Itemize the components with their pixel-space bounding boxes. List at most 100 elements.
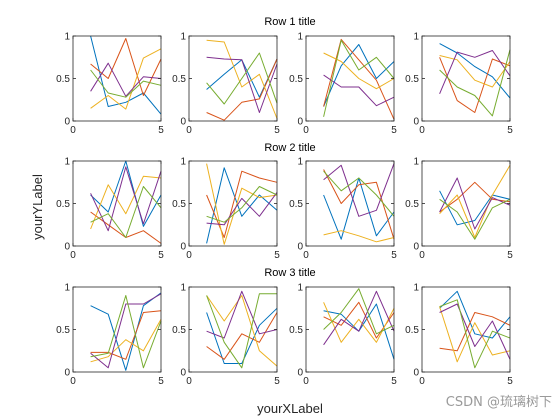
subplot-1-2: 0 0.5 1 0 5 [172, 32, 280, 137]
series-line-5 [90, 295, 162, 369]
series-line-5 [439, 198, 511, 240]
series-line-3 [90, 48, 162, 110]
y-tick-label: 0 [413, 242, 419, 253]
y-tick-label: 1 [64, 157, 70, 168]
subplot-3-4: 0 0.5 1 0 5 [405, 283, 513, 388]
series-line-5 [206, 186, 278, 223]
series-line-1 [439, 290, 511, 339]
series-line-2 [439, 57, 511, 113]
y-tick-label: 0 [180, 117, 186, 128]
y-tick-label: 1 [64, 32, 70, 43]
series-line-3 [206, 163, 278, 245]
series-line-4 [206, 56, 278, 113]
series-line-4 [439, 177, 511, 230]
y-tick-label: 1 [413, 157, 419, 168]
x-tick-label: 0 [303, 376, 309, 387]
y-tick-label: 0.5 [289, 325, 303, 336]
series-line-1 [323, 44, 395, 107]
y-tick-label: 0 [64, 368, 70, 379]
y-tick-label: 0 [64, 117, 70, 128]
x-tick-label: 5 [274, 376, 280, 387]
x-tick-label: 0 [186, 250, 192, 261]
series-line-1 [439, 190, 511, 226]
series-line-5 [323, 39, 395, 117]
x-tick-label: 5 [391, 250, 397, 261]
series-line-2 [90, 310, 162, 360]
row-2-title: Row 2 title [264, 142, 315, 154]
x-tick-label: 5 [507, 250, 513, 261]
x-tick-label: 0 [186, 376, 192, 387]
y-tick-label: 1 [180, 283, 186, 294]
y-tick-label: 1 [413, 32, 419, 43]
y-tick-label: 0.5 [289, 74, 303, 85]
row-1-title: Row 1 title [264, 16, 315, 28]
y-tick-label: 0 [180, 368, 186, 379]
y-tick-label: 1 [180, 32, 186, 43]
series-line-3 [439, 55, 511, 88]
x-tick-label: 5 [158, 376, 164, 387]
x-tick-label: 0 [186, 125, 192, 136]
series-line-5 [323, 170, 395, 217]
series-line-4 [206, 290, 278, 339]
subplot-2-4: 0 0.5 1 0 5 [405, 157, 513, 262]
subplot-1-3: 0 0.5 1 0 5 [289, 32, 397, 137]
y-tick-label: 1 [413, 283, 419, 294]
series-line-5 [206, 52, 278, 105]
x-tick-label: 0 [70, 125, 76, 136]
y-tick-label: 0.5 [172, 74, 186, 85]
series-line-2 [323, 301, 395, 339]
series-line-1 [206, 167, 278, 244]
x-tick-label: 5 [507, 376, 513, 387]
series-line-4 [90, 62, 162, 97]
series-line-3 [206, 39, 278, 119]
y-tick-label: 0 [180, 242, 186, 253]
series-line-1 [439, 43, 511, 99]
y-tick-label: 0.5 [405, 74, 419, 85]
series-line-2 [206, 170, 278, 238]
x-tick-label: 0 [70, 250, 76, 261]
y-tick-label: 0 [297, 242, 303, 253]
x-tick-label: 0 [303, 125, 309, 136]
y-tick-label: 1 [180, 157, 186, 168]
x-tick-label: 0 [303, 250, 309, 261]
series-line-5 [90, 69, 162, 98]
series-line-4 [439, 50, 511, 94]
x-tick-label: 5 [391, 376, 397, 387]
x-tick-label: 5 [391, 125, 397, 136]
series-line-5 [439, 299, 511, 369]
series-line-5 [439, 49, 511, 117]
series-line-4 [206, 192, 278, 226]
y-tick-label: 0 [297, 117, 303, 128]
x-tick-label: 0 [419, 125, 425, 136]
series-line-1 [206, 307, 278, 364]
series-line-3 [90, 175, 162, 230]
series-line-2 [323, 38, 395, 120]
series-line-5 [90, 186, 162, 238]
x-tick-label: 0 [419, 250, 425, 261]
series-line-3 [439, 165, 511, 238]
y-tick-label: 0.5 [56, 325, 70, 336]
series-line-2 [206, 58, 278, 121]
series-line-5 [323, 288, 395, 335]
y-tick-label: 0 [413, 368, 419, 379]
series-line-2 [439, 312, 511, 352]
series-line-2 [323, 169, 395, 240]
series-line-4 [323, 74, 395, 107]
series-line-3 [206, 295, 278, 367]
y-tick-label: 0 [413, 117, 419, 128]
y-tick-label: 0.5 [56, 199, 70, 210]
y-tick-label: 0.5 [172, 325, 186, 336]
y-tick-label: 0.5 [405, 199, 419, 210]
series-line-4 [323, 163, 395, 217]
series-line-4 [323, 290, 395, 346]
y-tick-label: 0 [297, 368, 303, 379]
series-line-1 [90, 292, 162, 371]
y-tick-label: 0.5 [172, 199, 186, 210]
row-3-title: Row 3 title [264, 267, 315, 279]
series-line-2 [90, 38, 162, 96]
x-tick-label: 5 [274, 250, 280, 261]
x-tick-label: 0 [70, 376, 76, 387]
x-tick-label: 0 [419, 376, 425, 387]
subplot-3-2: 0 0.5 1 0 5 [172, 283, 280, 388]
